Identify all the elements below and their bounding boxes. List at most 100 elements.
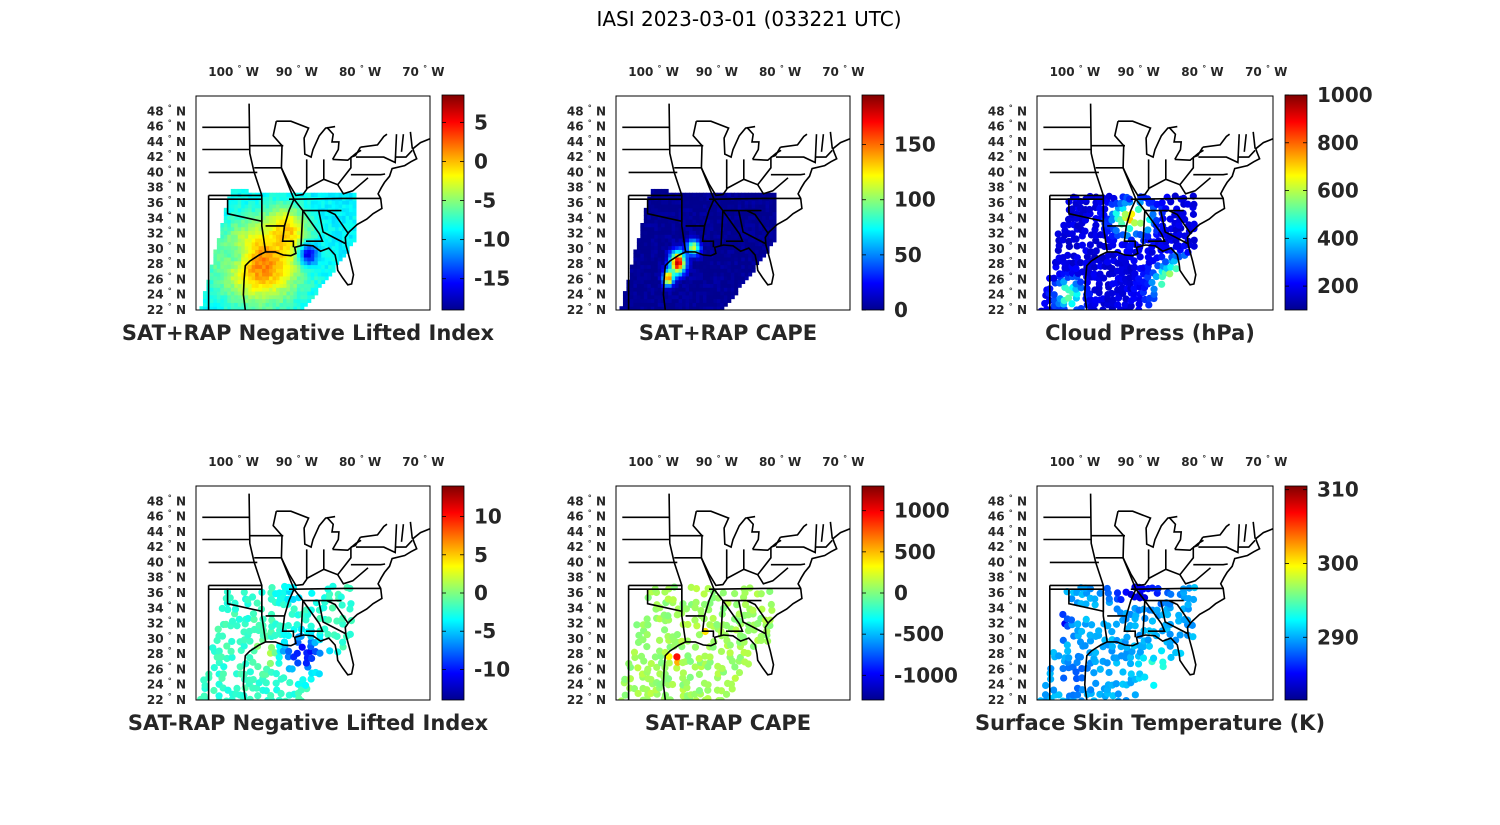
data-cell: [241, 188, 246, 194]
data-cell: [716, 283, 721, 288]
data-cell: [276, 287, 280, 292]
data-cell: [331, 215, 336, 220]
data-cell: [265, 204, 270, 209]
data-cell: [744, 219, 749, 224]
data-cell: [709, 207, 714, 213]
data-cell: [321, 238, 326, 243]
data-cell: [324, 192, 329, 198]
data-cell: [216, 264, 221, 269]
data-cell: [654, 264, 659, 269]
data-cell: [276, 234, 280, 239]
data-cell: [296, 207, 301, 213]
data-cell: [657, 283, 662, 288]
data-point: [695, 670, 704, 679]
data-cell: [709, 226, 714, 232]
colorbar-tick-labels: 50-5-10-15: [442, 110, 510, 291]
data-cell: [716, 302, 721, 307]
data-cell: [310, 238, 315, 243]
data-cell: [636, 294, 641, 300]
data-cell: [755, 253, 760, 258]
data-cell: [202, 298, 207, 303]
panel-title: Surface Skin Temperature (K): [975, 711, 1325, 735]
data-cell: [282, 211, 287, 216]
data-cell: [720, 234, 725, 239]
data-cell: [342, 253, 347, 258]
data-cell: [720, 272, 725, 277]
data-cell: [202, 294, 207, 300]
data-cell: [234, 279, 239, 285]
data-cell: [230, 222, 235, 228]
data-cell: [345, 219, 350, 224]
data-cell: [286, 234, 291, 239]
data-cell: [227, 226, 232, 232]
data-cell: [244, 275, 249, 281]
data-cell: [342, 245, 347, 250]
data-cell: [345, 200, 350, 205]
data-cell: [647, 249, 652, 254]
data-cell: [702, 306, 707, 310]
data-cell: [282, 207, 287, 213]
data-cell: [331, 260, 336, 266]
data-cell: [671, 245, 676, 250]
data-cell: [678, 238, 683, 243]
data-cell: [678, 230, 683, 235]
data-cell: [227, 283, 232, 288]
data-cell: [647, 279, 652, 285]
data-cell: [706, 279, 711, 285]
data-cell: [244, 249, 249, 254]
data-point: [673, 631, 681, 639]
data-cell: [241, 245, 246, 250]
data-point: [653, 663, 661, 671]
data-cell: [237, 306, 242, 310]
data-cell: [664, 226, 669, 232]
data-cell: [737, 219, 742, 224]
data-cell: [324, 253, 329, 258]
data-cell: [744, 253, 749, 258]
data-cell: [234, 287, 239, 292]
data-point: [643, 615, 651, 623]
data-cell: [255, 268, 260, 273]
data-cell: [282, 283, 287, 288]
data-cell: [324, 238, 329, 243]
data-cell: [248, 287, 253, 292]
data-cell: [335, 249, 340, 254]
data-cell: [331, 241, 336, 247]
data-cell: [664, 291, 669, 296]
data-point: [210, 686, 218, 695]
data-cell: [654, 226, 659, 232]
data-cell: [702, 215, 707, 220]
map-frame: [615, 95, 851, 311]
data-cell: [303, 298, 308, 303]
y-tick-label: 46 ° N: [567, 509, 606, 524]
data-cell: [282, 291, 287, 296]
data-cell: [727, 245, 732, 250]
data-cell: [723, 291, 728, 296]
state-border: [1202, 133, 1231, 148]
data-cell: [265, 298, 270, 303]
data-cell: [723, 257, 728, 262]
y-tick-label: 32 ° N: [567, 616, 606, 631]
data-cell: [654, 238, 659, 243]
colorbar-tick-label: 500: [894, 540, 936, 564]
data-cell: [737, 264, 742, 269]
data-cell: [720, 200, 725, 205]
data-cell: [664, 249, 669, 254]
data-cell: [640, 222, 645, 228]
data-cell: [293, 222, 298, 228]
data-point: [1175, 231, 1184, 239]
y-tick-label: 46 ° N: [988, 119, 1027, 134]
data-cell: [640, 287, 645, 292]
data-point: [249, 658, 257, 666]
data-cell: [702, 238, 707, 243]
data-point: [1189, 210, 1198, 218]
data-layer: [617, 583, 776, 700]
data-point: [326, 647, 334, 655]
data-cell: [762, 211, 767, 216]
data-point: [644, 665, 652, 673]
data-cell: [692, 287, 697, 292]
data-point: [1148, 584, 1156, 592]
data-cell: [293, 275, 298, 281]
data-cell: [689, 207, 694, 213]
data-cell: [328, 268, 333, 273]
data-point: [293, 621, 301, 629]
